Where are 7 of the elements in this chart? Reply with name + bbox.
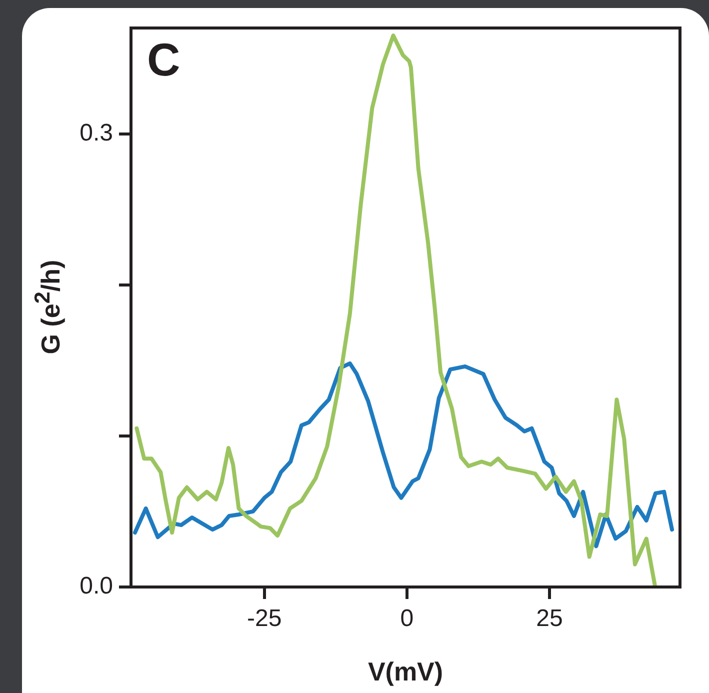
y-tick-label: 0.0 [80,572,113,600]
x-axis-title: V(mV) [368,656,444,687]
x-tick-label: 25 [536,605,563,632]
annotation: C [147,34,180,86]
x-tick-label: -25 [247,605,282,632]
x-tick-label: 0 [400,605,414,632]
y-tick-label: 0.3 [80,119,113,146]
